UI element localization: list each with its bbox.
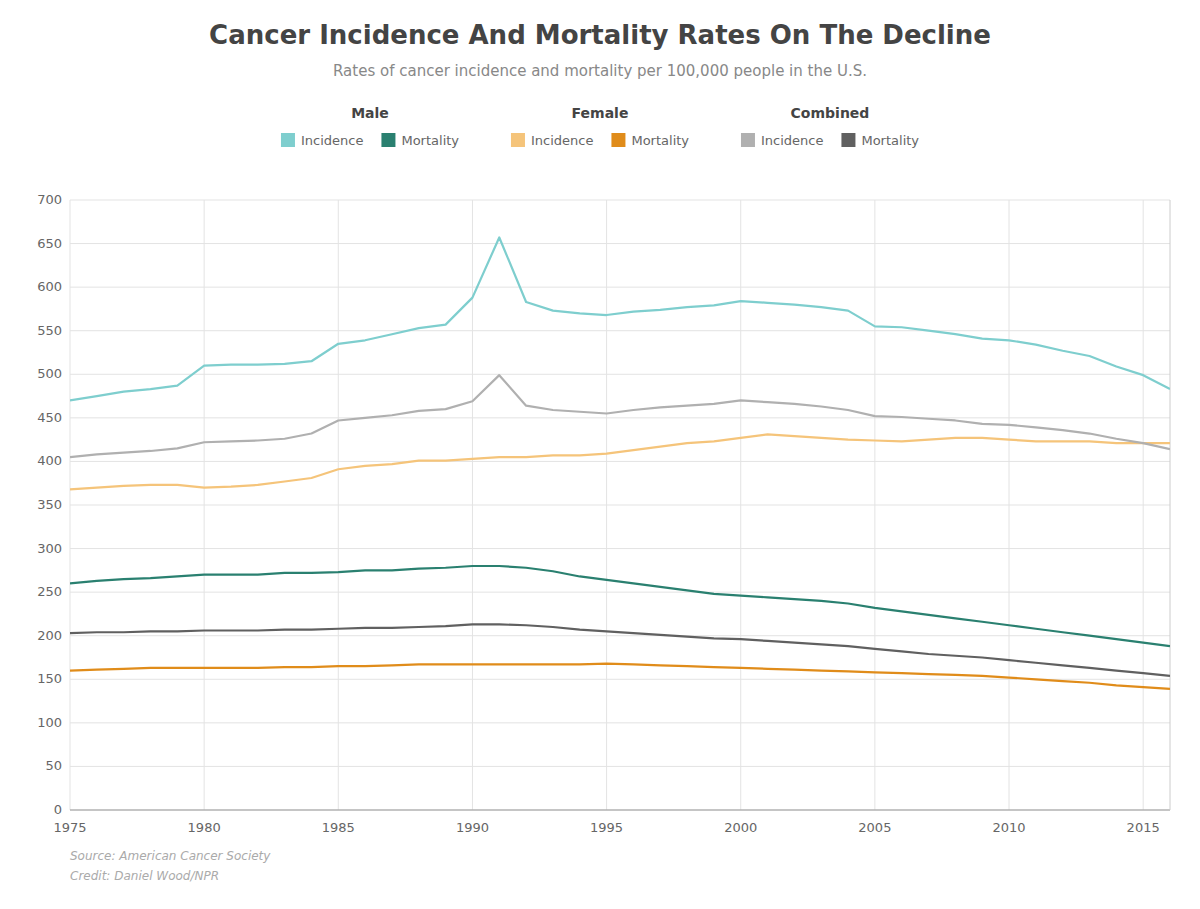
y-grid-line — [70, 548, 1170, 549]
legend-group: Combined — [791, 105, 870, 121]
y-grid-line — [70, 374, 1170, 375]
series-line — [70, 664, 1170, 689]
title: Cancer Incidence And Mortality Rates On … — [209, 20, 991, 50]
y-tick-label: 150 — [37, 671, 62, 686]
x-grid-line — [740, 200, 741, 810]
x-tick-label: 1995 — [590, 820, 623, 835]
x-grid-line — [1009, 200, 1010, 810]
y-tick-label: 0 — [54, 802, 62, 817]
y-tick-label: 700 — [37, 192, 62, 207]
chart: Cancer Incidence And Mortality Rates On … — [0, 0, 1200, 909]
y-grid-line — [70, 287, 1170, 288]
y-grid-line — [70, 330, 1170, 331]
x-grid-line — [70, 200, 71, 810]
y-grid-line — [70, 635, 1170, 636]
x-tick-label: 2005 — [858, 820, 891, 835]
series-line — [70, 434, 1170, 489]
y-tick-label: 100 — [37, 715, 62, 730]
series-line — [70, 375, 1170, 457]
x-grid-line — [606, 200, 607, 810]
y-grid-line — [70, 417, 1170, 418]
legend-row: Incidence Mortality — [281, 133, 459, 148]
legend-swatch — [281, 133, 295, 147]
source: Source: American Cancer Society — [70, 849, 271, 863]
y-tick-label: 300 — [37, 541, 62, 556]
legend-group: Male — [351, 105, 389, 121]
y-grid-line — [70, 679, 1170, 680]
legend-swatch — [381, 133, 395, 147]
legend-label: Incidence — [531, 133, 593, 148]
y-grid-line — [70, 461, 1170, 462]
subtitle: Rates of cancer incidence and mortality … — [333, 62, 867, 80]
y-tick-label: 550 — [37, 323, 62, 338]
legend-swatch — [611, 133, 625, 147]
x-tick-label: 2010 — [992, 820, 1025, 835]
x-tick-label: 1980 — [188, 820, 221, 835]
y-grid-line — [70, 592, 1170, 593]
series-line — [70, 237, 1170, 400]
y-grid-line — [70, 200, 1170, 201]
plot-frame — [1170, 200, 1171, 810]
y-tick-label: 500 — [37, 366, 62, 381]
y-tick-label: 350 — [37, 497, 62, 512]
x-tick-label: 1990 — [456, 820, 489, 835]
y-tick-label: 250 — [37, 584, 62, 599]
y-grid-line — [70, 766, 1170, 767]
x-grid-line — [204, 200, 205, 810]
legend-label: Mortality — [631, 133, 689, 148]
grid — [70, 200, 1170, 810]
legend-label: Mortality — [861, 133, 919, 148]
y-grid-line — [70, 243, 1170, 244]
x-grid-line — [1143, 200, 1144, 810]
y-tick-label: 600 — [37, 279, 62, 294]
credit: Credit: Daniel Wood/NPR — [70, 869, 219, 883]
legend: MaleIncidenceMortalityFemaleIncidenceMor… — [281, 105, 919, 148]
y-grid-line — [70, 810, 1170, 811]
x-grid-line — [874, 200, 875, 810]
y-tick-label: 450 — [37, 410, 62, 425]
legend-label: Mortality — [401, 133, 459, 148]
legend-row: Incidence Mortality — [511, 133, 689, 148]
x-axis-line — [70, 810, 1170, 811]
legend-group: Female — [572, 105, 629, 121]
x-tick-label: 1975 — [53, 820, 86, 835]
legend-label: Incidence — [761, 133, 823, 148]
x-tick-label: 1985 — [322, 820, 355, 835]
x-grid-line — [338, 200, 339, 810]
y-tick-label: 50 — [45, 758, 62, 773]
x-grid-line — [472, 200, 473, 810]
x-tick-label: 2000 — [724, 820, 757, 835]
x-tick-label: 2015 — [1127, 820, 1160, 835]
legend-row: Incidence Mortality — [741, 133, 919, 148]
legend-swatch — [741, 133, 755, 147]
series-line — [70, 624, 1170, 675]
y-tick-label: 200 — [37, 628, 62, 643]
y-grid-line — [70, 505, 1170, 506]
legend-label: Incidence — [301, 133, 363, 148]
y-tick-label: 650 — [37, 236, 62, 251]
y-grid-line — [70, 722, 1170, 723]
legend-swatch — [511, 133, 525, 147]
series-line — [70, 566, 1170, 646]
y-tick-label: 400 — [37, 453, 62, 468]
legend-swatch — [841, 133, 855, 147]
lines — [70, 237, 1170, 688]
